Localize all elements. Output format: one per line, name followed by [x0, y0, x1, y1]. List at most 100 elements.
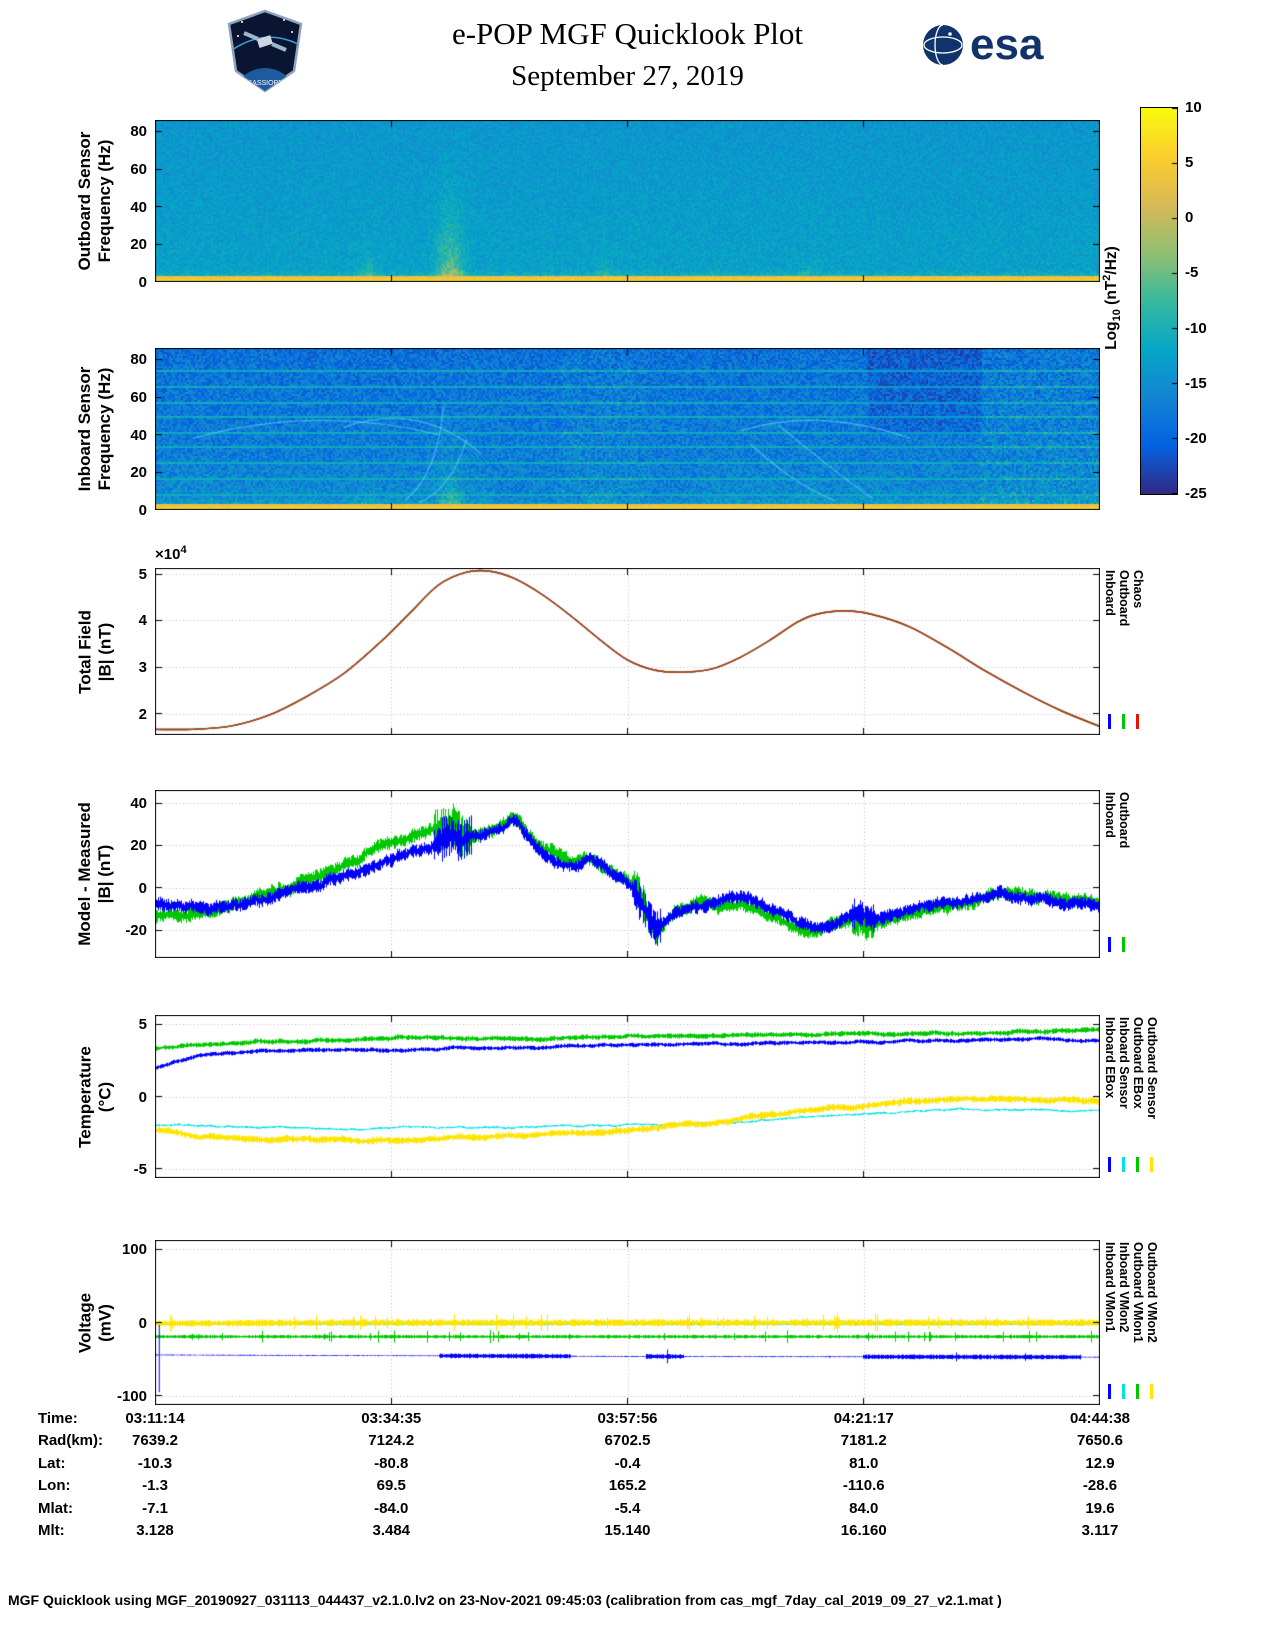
colorbar-tick-label: -15 [1185, 374, 1207, 392]
legend-label: Inboard [1103, 792, 1117, 838]
patch-text: CASSIOPE [247, 80, 283, 87]
colorbar-label-sub: 10 [1111, 309, 1124, 322]
legend-label: Inboard [1103, 570, 1117, 616]
legend-color-dash [1150, 1157, 1153, 1172]
legend-entry: Outboard [1117, 570, 1131, 729]
legend-entry: Outboard VMon1 [1131, 1242, 1145, 1399]
table-cell: 19.6 [1085, 1499, 1115, 1517]
legend-entry: Inboard VMon1 [1103, 1242, 1117, 1399]
colorbar-label-part: Log [1103, 321, 1121, 350]
ytick-label: 40 [130, 794, 147, 812]
legend-label: Outboard VMon1 [1131, 1242, 1145, 1343]
table-row-label: Time: [38, 1410, 78, 1427]
ytick-label: 3 [138, 659, 147, 677]
ytick-label: -5 [133, 1161, 147, 1179]
legend-total-field: Inboard Outboard Chaos [1103, 570, 1145, 729]
colorbar-label-part: /Hz) [1103, 246, 1121, 275]
ytick-label: 5 [138, 565, 147, 583]
legend-label: Outboard [1117, 792, 1131, 849]
table-row-label: Lon: [38, 1477, 71, 1495]
patch-satellite [243, 31, 287, 52]
table-cell: 04:44:38 [1069, 1410, 1131, 1427]
table-cell: -7.1 [142, 1499, 168, 1517]
legend-color-dash [1136, 1157, 1139, 1172]
table-cell: 16.160 [840, 1522, 887, 1539]
ytick-label: 60 [130, 388, 147, 406]
ytick-label: 80 [130, 351, 147, 369]
temperature-canvas [155, 1015, 1100, 1178]
legend-entry: Inboard EBox [1103, 1017, 1117, 1172]
colorbar-tick-label: -20 [1185, 429, 1207, 447]
legend-color-dash [1150, 1384, 1153, 1399]
ytick-label: 80 [130, 123, 147, 141]
axis-exponent-value: 4 [180, 544, 187, 556]
figure-title: e-POP MGF Quicklook Plot [451, 16, 804, 51]
legend-voltage: Inboard VMon1 Inboard VMon2 Outboard VMon1… [1103, 1242, 1159, 1399]
legend-label: Inboard Sensor [1117, 1017, 1131, 1109]
colorbar-tick-label: 5 [1185, 154, 1194, 172]
table-cell: 84.0 [849, 1499, 879, 1517]
ytick-label: -20 [125, 922, 147, 940]
total-field-canvas [155, 568, 1100, 735]
ytick-label: 2 [138, 705, 147, 723]
legend-color-dash [1136, 1384, 1139, 1399]
table-cell: 7650.6 [1077, 1432, 1123, 1450]
legend-color-dash [1108, 714, 1111, 729]
cassiope-mission-patch: CASSIOPE [227, 9, 303, 93]
table-cell: -84.0 [374, 1499, 409, 1517]
ytick-label: 40 [130, 426, 147, 444]
colorbar-label: Log10 (nT2/Hz) [1101, 246, 1123, 350]
ytick-label: 40 [130, 198, 147, 216]
table-row-label: Mlat: [38, 1499, 73, 1517]
table-cell: 3.484 [372, 1522, 411, 1539]
table-cell: 3.117 [1081, 1522, 1119, 1539]
table-cell: 7639.2 [132, 1432, 178, 1450]
legend-label: Inboard VMon2 [1117, 1242, 1131, 1333]
legend-entry: Outboard [1117, 792, 1131, 952]
esa-logo: esa [920, 22, 1043, 68]
patch-star [291, 31, 293, 33]
table-cell: 12.9 [1085, 1454, 1115, 1472]
legend-model-measured: Inboard Outboard [1103, 792, 1131, 952]
ytick-label: 20 [130, 837, 147, 855]
legend-label: Outboard [1117, 570, 1131, 627]
legend-color-dash [1108, 1384, 1111, 1399]
ytick-label: 0 [138, 1314, 147, 1332]
table-cell: -5.4 [614, 1499, 641, 1517]
axis-exponent-prefix: ×10 [155, 546, 181, 563]
inboard-spectrogram-canvas [155, 348, 1100, 510]
table-cell: 03:11:14 [125, 1410, 185, 1427]
ytick-label: -100 [116, 1388, 147, 1406]
colorbar-tick-label: 0 [1185, 209, 1194, 227]
ytick-label: 60 [130, 160, 147, 178]
table-row-label: Lat: [38, 1454, 66, 1472]
table-cell: 03:57:56 [597, 1410, 658, 1427]
table-row-label: Mlt: [38, 1522, 65, 1539]
table-cell: 04:21:17 [833, 1410, 894, 1427]
table-cell: 165.2 [608, 1477, 647, 1495]
table-cell: -0.4 [614, 1454, 641, 1472]
ytick-label: 0 [138, 274, 147, 291]
axis-exponent-label: ×104 [155, 544, 187, 563]
colorbar [1140, 107, 1178, 495]
footer-text: MGF Quicklook using MGF_20190927_031113_… [8, 1592, 1002, 1608]
legend-color-dash [1136, 714, 1139, 729]
ytick-label: 4 [138, 612, 147, 630]
legend-label: Inboard VMon1 [1103, 1242, 1117, 1333]
legend-entry: Outboard Sensor [1145, 1017, 1159, 1172]
legend-entry: Inboard Sensor [1117, 1017, 1131, 1172]
patch-star [241, 21, 243, 23]
ytick-label: 0 [138, 502, 147, 519]
esa-wordmark: esa [970, 20, 1044, 69]
table-cell: -1.3 [142, 1477, 168, 1495]
colorbar-tick-label: -5 [1185, 264, 1199, 282]
ytick-label: 20 [130, 236, 147, 254]
legend-entry: Outboard VMon2 [1145, 1242, 1159, 1399]
table-row-label: Rad(km): [38, 1432, 104, 1450]
outboard-spectrogram-canvas [155, 120, 1100, 282]
legend-color-dash [1122, 937, 1125, 952]
table-cell: -110.6 [842, 1477, 885, 1495]
legend-label: Inboard EBox [1103, 1017, 1117, 1099]
table-cell: 7181.2 [840, 1432, 887, 1450]
ytick-label: 100 [121, 1240, 147, 1258]
